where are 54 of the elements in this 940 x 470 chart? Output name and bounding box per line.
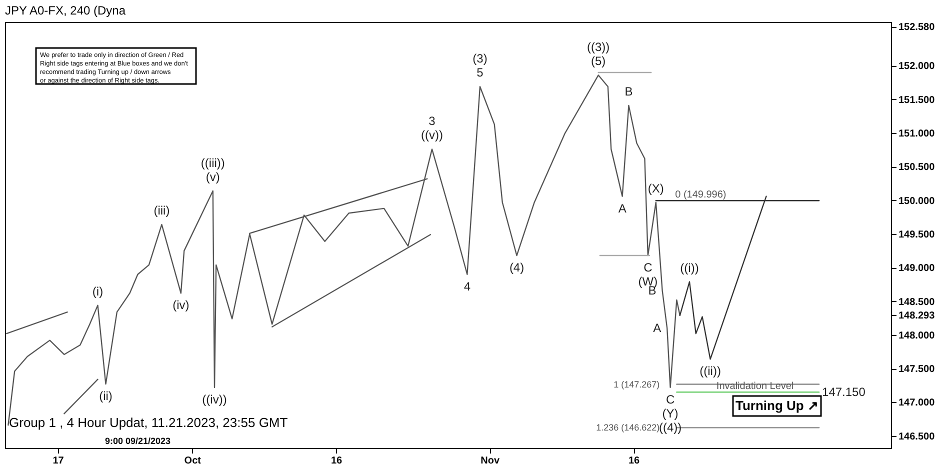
annotation: ((i)) <box>680 260 699 275</box>
y-tick-label: 152.000 <box>898 61 936 72</box>
annotation: (Y) <box>662 406 678 420</box>
annotation: Invalidation Level <box>716 381 794 392</box>
y-tick-label: 149.000 <box>898 263 936 274</box>
y-tick-label: 150.500 <box>898 162 936 174</box>
annotation: A <box>653 321 662 336</box>
y-tick-label: 147.000 <box>898 398 936 409</box>
annotation: (v) <box>206 170 220 184</box>
y-tick-label: 150.000 <box>898 196 936 207</box>
y-tick-label: 147.500 <box>898 364 936 376</box>
y-tick-label: 151.000 <box>898 128 936 140</box>
chart-title: JPY A0-FX, 240 (Dyna <box>5 4 126 18</box>
annotation: 5 <box>476 66 484 80</box>
annotation: (iii) <box>154 204 170 218</box>
annotation: B <box>624 84 633 98</box>
annotation: (ii) <box>99 389 112 404</box>
y-tick-label: 149.500 <box>898 229 936 240</box>
x-tick-label: 16 <box>330 456 343 466</box>
annotation: Turning Up ↗ <box>736 398 818 413</box>
annotation: 1 (147.267) <box>614 379 660 390</box>
y-tick-label: 148.000 <box>898 330 936 342</box>
annotation: 1.236 (146.622) <box>596 422 660 433</box>
annotation: 147.150 <box>822 385 866 400</box>
annotation: (iv) <box>172 298 190 312</box>
x-tick-label: 16 <box>628 456 640 466</box>
y-tick-label: 148.500 <box>898 296 936 308</box>
annotation: (i) <box>92 284 104 298</box>
annotation: 9:00 09/21/2023 <box>105 436 171 446</box>
annotation: (X) <box>648 181 664 196</box>
y-tick-label: 151.500 <box>898 94 936 106</box>
annotation: ((3)) <box>586 40 610 54</box>
annotation: Group 1 , 4 Hour Updat, 11.21.2023, 23:55 GMT <box>9 415 288 430</box>
annotation: (4) <box>509 260 524 275</box>
x-tick-label: Nov <box>480 456 500 466</box>
annotation: ((iii)) <box>200 156 225 170</box>
annotation: (3) <box>472 52 488 66</box>
x-tick-label: Oct <box>184 456 202 466</box>
annotation: (5) <box>590 54 606 68</box>
annotation: 3 <box>428 114 436 128</box>
x-tick-label: 17 <box>52 456 64 466</box>
y-tick-label: 152.580 <box>898 22 936 34</box>
annotation: ((ii)) <box>700 364 721 378</box>
annotation: C <box>666 392 675 406</box>
annotation: 0 (149.996) <box>675 190 726 201</box>
annotation: C <box>644 260 653 275</box>
y-tick-label: 146.500 <box>898 431 936 442</box>
annotation: A <box>618 201 626 216</box>
annotation: (W) <box>638 274 658 289</box>
y-tick-label: 148.293 <box>898 310 936 322</box>
annotation: ((4)) <box>658 420 682 434</box>
annotation: ((iv)) <box>202 392 227 406</box>
annotation: ((v)) <box>421 128 444 142</box>
annotation: 4 <box>464 279 471 294</box>
